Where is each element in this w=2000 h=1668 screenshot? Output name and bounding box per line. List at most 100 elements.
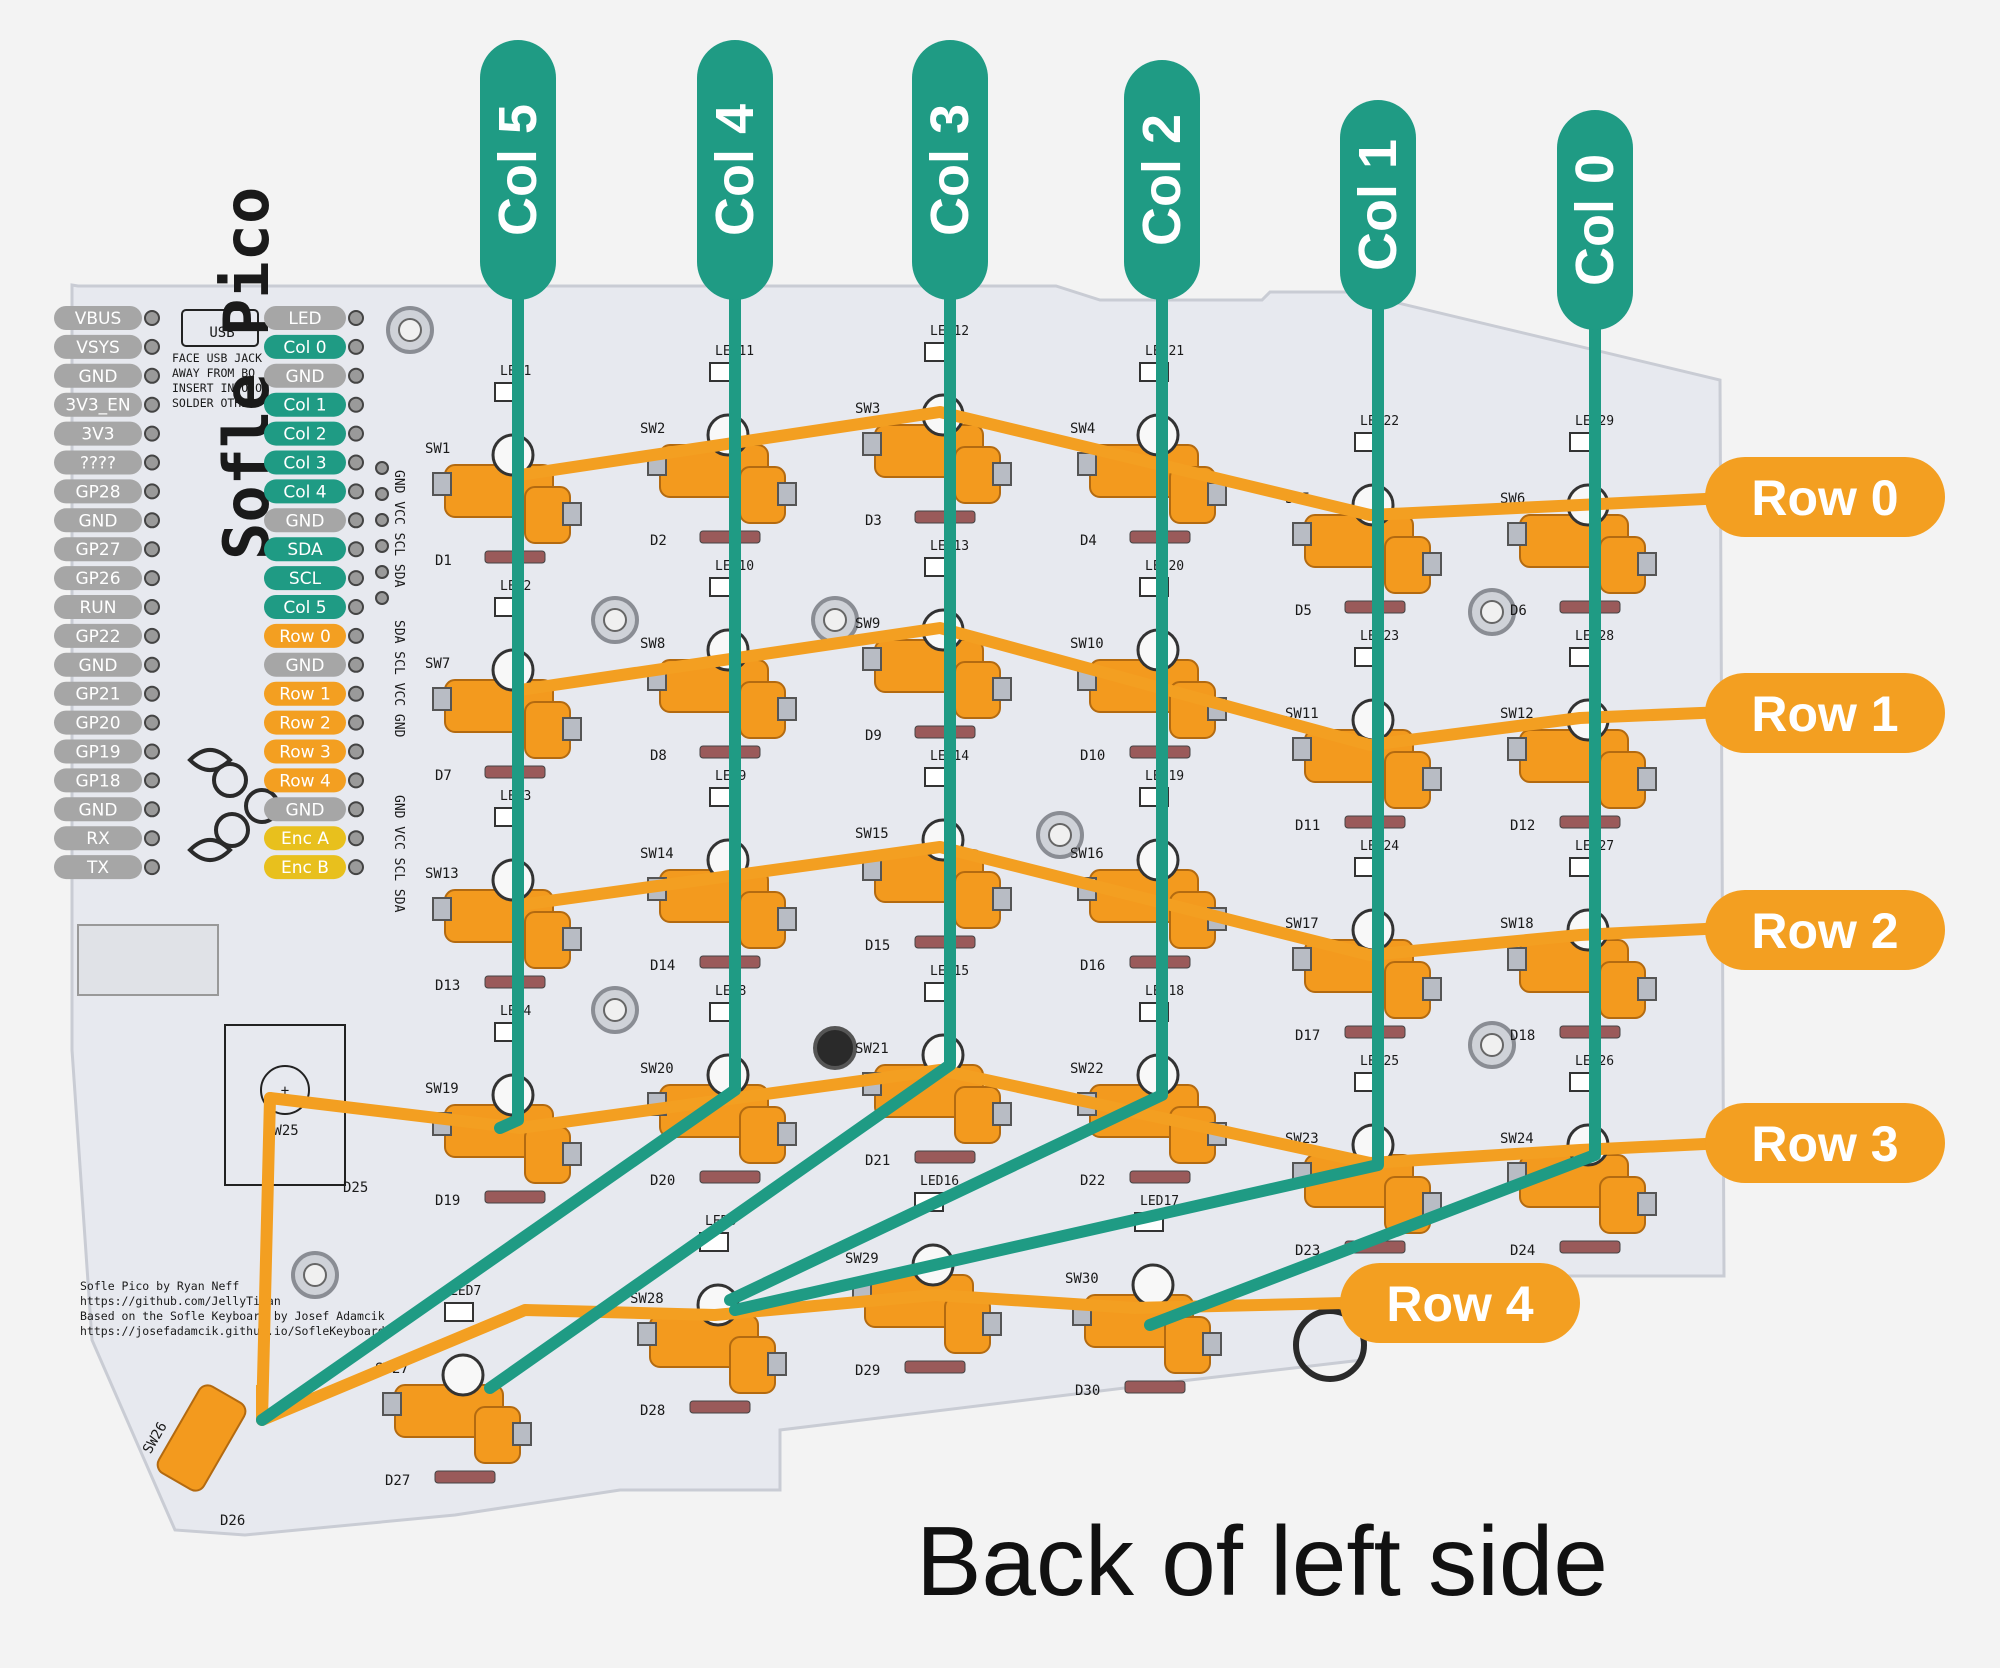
column-pill-text: Col 4 [705, 104, 765, 236]
led-footprint [444, 1302, 474, 1322]
pin-label-right-text: Row 3 [279, 743, 331, 763]
mounting-hole-inner [303, 1263, 327, 1287]
pin-label-left-text: GP22 [75, 627, 120, 647]
row-label: Row 2 [1705, 890, 1945, 970]
column-pill-text: Col 3 [920, 104, 980, 236]
pin-label-left-text: 3V3_EN [65, 396, 130, 416]
pin-label-right [264, 508, 346, 533]
credit-line: https://josefadamcik.github.io/SofleKeyb… [80, 1324, 392, 1338]
diode-label: D30 [1075, 1383, 1100, 1399]
pico-pin-hole-left [144, 830, 160, 847]
column-wire [494, 244, 524, 1134]
switch-label: SW15 [855, 826, 889, 842]
mounting-hole-inner [1048, 823, 1072, 847]
pin-label-left [54, 334, 142, 359]
pico-pin-hole-right [348, 743, 364, 760]
column-wire [1144, 244, 1601, 1331]
diode-label: D3 [865, 513, 882, 529]
switch-label: SW17 [1285, 916, 1319, 932]
pin-label-left [54, 652, 142, 677]
caption: Back of left side [916, 1506, 1608, 1616]
switch-label: SW28 [630, 1291, 664, 1307]
pico-pin-hole-right [348, 310, 364, 326]
mounting-hole-inner [603, 608, 627, 632]
pin-label-right-text: Col 1 [283, 396, 326, 416]
socket-pad [1292, 737, 1312, 761]
pin-label-right [264, 826, 346, 851]
pin-label-right-text: Col 2 [283, 425, 326, 445]
pin-label-right-text: GND [286, 367, 325, 387]
diode-label: D2 [650, 533, 667, 549]
column-wire [256, 244, 741, 1426]
switch-label: SW18 [1500, 916, 1534, 932]
switch-label: SW16 [1070, 846, 1104, 862]
pin-label-left [54, 363, 142, 388]
pin-label-right-text: Enc B [281, 858, 329, 878]
pin-label-left-text: VSYS [76, 338, 120, 358]
socket-pad [1637, 552, 1657, 576]
column-pill-text: Col 0 [1565, 154, 1625, 286]
pico-pin-hole-right [348, 425, 364, 442]
pin-label-right [264, 421, 346, 446]
socket-pad [562, 502, 582, 526]
socket-pad [1422, 552, 1442, 576]
pin-labels: VBUS VSYS GND 3V3_EN 3V3???? GP28 GND GP27 GP26 R… [54, 306, 346, 880]
pin-label-right [264, 855, 346, 880]
diode-label: D27 [385, 1473, 410, 1489]
socket-pad [562, 717, 582, 741]
pin-label-right-text: SCL [289, 569, 322, 589]
pin-label-left [54, 421, 142, 446]
socket-pad [777, 697, 797, 721]
switch-label: SW3 [855, 401, 880, 417]
socket-pad [432, 472, 452, 496]
column-label: Col 2 [1124, 60, 1200, 300]
credit-line: https://github.com/JellyTitan [80, 1294, 281, 1308]
pico-pin-hole-right [348, 338, 364, 355]
socket-pad [1637, 977, 1657, 1001]
pin-label-left [54, 306, 142, 330]
diode-label: D1 [435, 553, 452, 569]
pin-label-left [54, 508, 142, 533]
socket-pad [1077, 452, 1097, 476]
pin-label-right [264, 739, 346, 764]
oled-header-label-c: GND VCC SCL SDA [391, 795, 406, 913]
column-pill-text: Col 2 [1132, 114, 1192, 246]
mounting-hole-inner [1480, 1033, 1504, 1057]
socket-pad [1507, 737, 1527, 761]
pico-pin-hole-right [348, 367, 364, 384]
wire-layer [256, 244, 1731, 1426]
row-pill [1705, 673, 1945, 753]
pin-label-right [264, 681, 346, 706]
pin-label-left [54, 595, 142, 619]
pin-label-left [54, 826, 142, 851]
pin-label-right [264, 797, 346, 822]
socket-pad [1202, 1332, 1222, 1356]
logo-ring [1293, 1308, 1367, 1382]
pin-label-right-text: Row 4 [279, 771, 331, 791]
socket-pad [1292, 947, 1312, 971]
switch-label: SW21 [855, 1041, 889, 1057]
switch-hole [441, 1353, 485, 1397]
pin-label-right-text: Row 1 [279, 685, 331, 705]
row-wire [264, 1064, 1731, 1169]
diode-label: D21 [865, 1153, 890, 1169]
pico-pin-hole-right [348, 570, 364, 587]
pin-label-left [54, 855, 142, 880]
switch-label: SW10 [1070, 636, 1104, 652]
face-note-line: SOLDER OTHER [172, 396, 255, 410]
socket-pad [1637, 1192, 1657, 1216]
socket-pad [1422, 977, 1442, 1001]
diode-label: D10 [1080, 748, 1105, 764]
socket-pad [1422, 767, 1442, 791]
diode-label: D4 [1080, 533, 1097, 549]
column-wire [484, 244, 956, 1394]
column-wire [729, 244, 1384, 1316]
column-label: Col 3 [912, 40, 988, 300]
credit-line: Sofle Pico by Ryan Neff [80, 1279, 239, 1293]
diode-label: D26 [220, 1513, 245, 1529]
switch-label: SW9 [855, 616, 880, 632]
switch-label: SW20 [640, 1061, 674, 1077]
socket-pad [777, 907, 797, 931]
